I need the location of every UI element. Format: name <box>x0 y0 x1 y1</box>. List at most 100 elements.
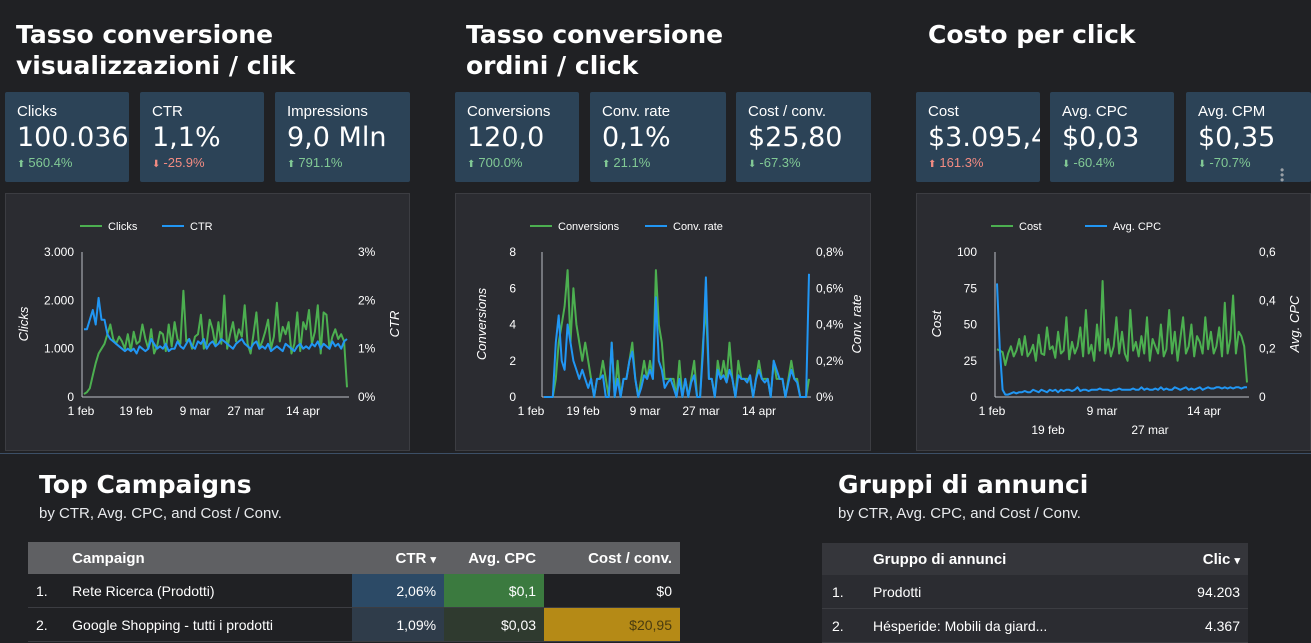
legend-label[interactable]: Clicks <box>108 221 138 233</box>
ctr-header-label: CTR <box>395 549 427 567</box>
kpi-delta-value: 700.0% <box>478 155 523 170</box>
x-tick-label: 14 apr <box>1187 404 1221 418</box>
series-line-conv-rate[interactable] <box>544 273 810 398</box>
ad-group-column-header[interactable]: Gruppo di annunci <box>872 543 1129 575</box>
kpi-delta-value: 560.4% <box>28 155 73 170</box>
y-tick-label: 100 <box>957 245 977 259</box>
series-line-clicks[interactable] <box>83 289 348 395</box>
y2-tick-label: 0,6 <box>1259 245 1276 259</box>
row-index: 1. <box>822 575 872 609</box>
kpi-delta-value: -25.9% <box>163 155 205 170</box>
more-options-icon[interactable]: • • • <box>1280 163 1285 187</box>
x-tick-label: 1 feb <box>68 404 95 418</box>
series-line-avg-cpc[interactable] <box>996 283 1247 396</box>
table-row[interactable]: 1. Rete Ricerca (Prodotti) 2,06% $0,1 $0 <box>28 574 680 608</box>
index-header <box>28 542 72 574</box>
kpi-label: Cost / conv. <box>748 103 827 120</box>
kpi-label: Cost <box>928 103 959 120</box>
arrow-down-icon: ⬇ <box>1198 159 1207 170</box>
kpi-card-cost: Cost $3.095,46 ⬆161.3% <box>916 92 1040 182</box>
title-line: ordini / click <box>466 51 639 80</box>
ctr-cell: 1,09% <box>351 607 445 642</box>
cpc-cell: $0,03 <box>444 607 545 642</box>
title-line: visualizzazioni / clik <box>16 51 296 80</box>
clicks-ctr-chart: 0 1.000 2.000 3.000 0% 1% 2% 3% 1 feb 19 feb 9 mar… <box>16 221 402 418</box>
chart-panel-conversions: 0 2 4 6 8 0% 0,2% 0,4% 0,6% 0,8% 1 feb 19 feb 9 mar 2… <box>455 193 871 451</box>
kpi-delta: ⬇ -67.3% <box>748 155 871 170</box>
kpi-card-avg-cpm: Avg. CPM $0,35 ⬇ -70.7% <box>1186 92 1311 182</box>
series-line-ctr[interactable] <box>84 296 348 355</box>
ad-group-name: Hésperide: Mobili da giard... <box>872 608 1129 643</box>
table-row[interactable]: 1. Prodotti 94.203 <box>822 575 1248 609</box>
x-tick-label: 19 feb <box>1031 423 1065 437</box>
kpi-card-ctr: CTR 1,1% ⬇ -25.9% <box>140 92 264 182</box>
kpi-delta-value: -70.7% <box>1209 155 1251 170</box>
x-tick-label: 9 mar <box>180 404 211 418</box>
ctr-column-header[interactable]: CTR ▾ <box>351 542 445 574</box>
x-tick-label: 19 feb <box>566 404 600 418</box>
table-row[interactable]: 2. Hésperide: Mobili da giard... 4.367 <box>822 608 1248 643</box>
campaign-column-header[interactable]: Campaign <box>71 542 352 574</box>
ctr-cell: 2,06% <box>351 574 445 608</box>
title-line: Tasso conversione <box>466 20 724 49</box>
clicks-header-label: Clic <box>1202 550 1231 568</box>
y-tick-label: 8 <box>509 245 516 259</box>
x-tick-label: 1 feb <box>979 404 1006 418</box>
kpi-value: $25,80 <box>748 122 843 153</box>
y2-axis-title: CTR <box>387 311 402 338</box>
kpi-delta-value: 791.1% <box>298 155 343 170</box>
kpi-delta-value: 161.3% <box>939 155 984 170</box>
kpi-value: 0,1% <box>602 122 671 153</box>
cpc-column-header[interactable]: Avg. CPC <box>444 542 545 574</box>
kpi-delta: ⬆ 791.1% <box>287 155 410 170</box>
sort-desc-icon[interactable]: ▾ <box>430 553 437 566</box>
arrow-up-icon: ⬆ <box>17 159 26 170</box>
y-tick-label: 3.000 <box>44 245 74 259</box>
table-header-row: Gruppo di annunci Clic ▾ <box>822 543 1248 575</box>
series-line-conversions[interactable] <box>544 269 810 398</box>
cost-conv-column-header[interactable]: Cost / conv. <box>544 542 680 574</box>
legend-label[interactable]: Conversions <box>558 221 620 233</box>
series-line-cost[interactable] <box>996 280 1248 383</box>
y2-tick-label: 1% <box>358 342 376 356</box>
kpi-value: $0,03 <box>1062 122 1140 153</box>
x-tick-label: 9 mar <box>630 404 661 418</box>
y2-tick-label: 2% <box>358 293 376 307</box>
clicks-column-header[interactable]: Clic ▾ <box>1129 543 1248 575</box>
kpi-delta: ⬆ 700.0% <box>467 155 579 170</box>
legend-label[interactable]: Avg. CPC <box>1113 221 1161 233</box>
kpi-value: 9,0 Mln <box>287 122 387 153</box>
kpi-card-avg-cpc: Avg. CPC $0,03 ⬇ -60.4% <box>1050 92 1174 182</box>
row-index: 1. <box>28 574 72 608</box>
section-title-cost-per-click: Costo per click <box>928 19 1136 50</box>
chart-panel-cost-cpc: 0 25 50 75 100 0 0,2 0,4 0,6 1 feb 9 mar 14 apr 19 f… <box>916 193 1311 451</box>
y2-tick-label: 0,8% <box>816 245 844 259</box>
chart-panel-clicks-ctr: 0 1.000 2.000 3.000 0% 1% 2% 3% 1 feb 19 feb 9 mar… <box>5 193 410 451</box>
y2-tick-label: 0,6% <box>816 281 844 295</box>
legend-label[interactable]: CTR <box>190 221 213 233</box>
legend-label[interactable]: Conv. rate <box>673 221 723 233</box>
kpi-delta: ⬇ -25.9% <box>152 155 264 170</box>
x-tick-label: 19 feb <box>119 404 153 418</box>
ad-groups-subtitle: by CTR, Avg. CPC, and Cost / Conv. <box>838 505 1081 522</box>
top-campaigns-table: Campaign CTR ▾ Avg. CPC Cost / conv. 1. … <box>28 542 680 642</box>
legend-label[interactable]: Cost <box>1019 221 1042 233</box>
kpi-delta: ⬆ 161.3% <box>928 155 1040 170</box>
divider <box>0 453 1311 454</box>
y-axis-title: Clicks <box>16 306 31 341</box>
x-tick-label: 27 mar <box>227 404 264 418</box>
section-title-conversion-orders: Tasso conversione ordini / click <box>466 19 723 81</box>
arrow-down-icon: ⬇ <box>152 159 161 170</box>
sort-desc-icon[interactable]: ▾ <box>1234 554 1240 567</box>
arrow-up-icon: ⬆ <box>602 159 611 170</box>
y2-tick-label: 0% <box>358 390 376 404</box>
y-tick-label: 2.000 <box>44 293 74 307</box>
y2-tick-label: 0 <box>1259 390 1266 404</box>
cpc-cell: $0,1 <box>444 574 545 608</box>
y-tick-label: 50 <box>964 318 978 332</box>
kpi-delta-value: 21.1% <box>613 155 651 170</box>
kpi-delta: ⬆ 21.1% <box>602 155 726 170</box>
x-tick-label: 27 mar <box>1131 423 1168 437</box>
table-row[interactable]: 2. Google Shopping - tutti i prodotti 1,… <box>28 607 680 642</box>
y-tick-label: 1.000 <box>44 342 74 356</box>
